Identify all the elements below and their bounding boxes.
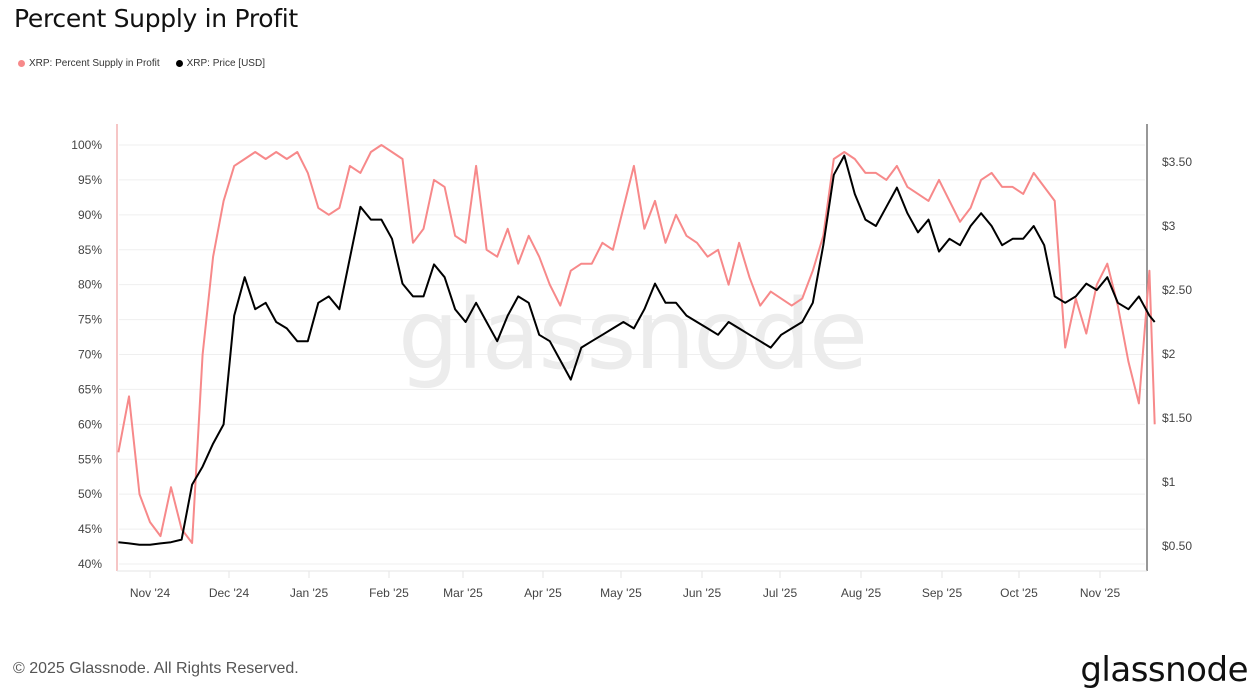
legend-item-percent-supply[interactable]: XRP: Percent Supply in Profit [18, 58, 160, 69]
y-tick-label: 50% [78, 487, 102, 501]
x-axis-ticks: Nov '24 Dec '24 Jan '25 Feb '25 Mar '25 Apr '… [130, 571, 1121, 600]
x-tick-label: Dec '24 [209, 586, 250, 600]
watermark-logo: glassnode [398, 279, 866, 391]
y2-tick-label: $0.50 [1162, 539, 1192, 553]
x-tick-label: Feb '25 [369, 586, 409, 600]
y2-tick-label: $3.50 [1162, 155, 1192, 169]
legend-label: XRP: Percent Supply in Profit [29, 58, 160, 69]
x-tick-label: May '25 [600, 586, 642, 600]
x-tick-label: Nov '25 [1080, 586, 1121, 600]
y-tick-label: 40% [78, 557, 102, 571]
right-axis-ticks: $3.50 $3 $2.50 $2 $1.50 $1 $0.50 [1162, 155, 1192, 553]
x-tick-label: Oct '25 [1000, 586, 1038, 600]
y-tick-label: 45% [78, 522, 102, 536]
x-tick-label: Aug '25 [841, 586, 882, 600]
y-tick-label: 95% [78, 173, 102, 187]
y-tick-label: 85% [78, 243, 102, 257]
x-tick-label: Jan '25 [290, 586, 329, 600]
y-tick-label: 75% [78, 313, 102, 327]
chart-legend: XRP: Percent Supply in Profit XRP: Price… [18, 58, 265, 69]
left-axis-ticks: 100% 95% 90% 85% 80% 75% 70% 65% 60% 55% 50% 45% 40% [71, 138, 102, 571]
x-tick-label: Jul '25 [763, 586, 798, 600]
x-tick-label: Apr '25 [524, 586, 562, 600]
x-tick-label: Mar '25 [443, 586, 483, 600]
y2-tick-label: $1.50 [1162, 411, 1192, 425]
glassnode-logo: glassnode [1080, 650, 1248, 690]
y2-tick-label: $3 [1162, 219, 1176, 233]
page-title: Percent Supply in Profit [14, 4, 298, 33]
y-tick-label: 55% [78, 452, 102, 466]
legend-dot-icon [18, 60, 25, 67]
y2-tick-label: $1 [1162, 475, 1176, 489]
y2-tick-label: $2 [1162, 347, 1176, 361]
y-tick-label: 100% [71, 138, 102, 152]
legend-dot-icon [175, 60, 183, 67]
y2-tick-label: $2.50 [1162, 283, 1192, 297]
y-tick-label: 65% [78, 382, 102, 396]
legend-label: XRP: Price [USD] [186, 58, 265, 69]
percent-supply-line [117, 144, 1156, 544]
x-tick-label: Nov '24 [130, 586, 171, 600]
price-line [118, 154, 1156, 546]
copyright-text: © 2025 Glassnode. All Rights Reserved. [13, 660, 299, 677]
x-tick-label: Sep '25 [922, 586, 963, 600]
y-tick-label: 70% [78, 348, 102, 362]
legend-item-price[interactable]: XRP: Price [USD] [175, 58, 265, 69]
x-tick-label: Jun '25 [683, 586, 722, 600]
gridlines [119, 144, 1145, 565]
y-tick-label: 80% [78, 278, 102, 292]
y-tick-label: 60% [78, 417, 102, 431]
y-tick-label: 90% [78, 208, 102, 222]
